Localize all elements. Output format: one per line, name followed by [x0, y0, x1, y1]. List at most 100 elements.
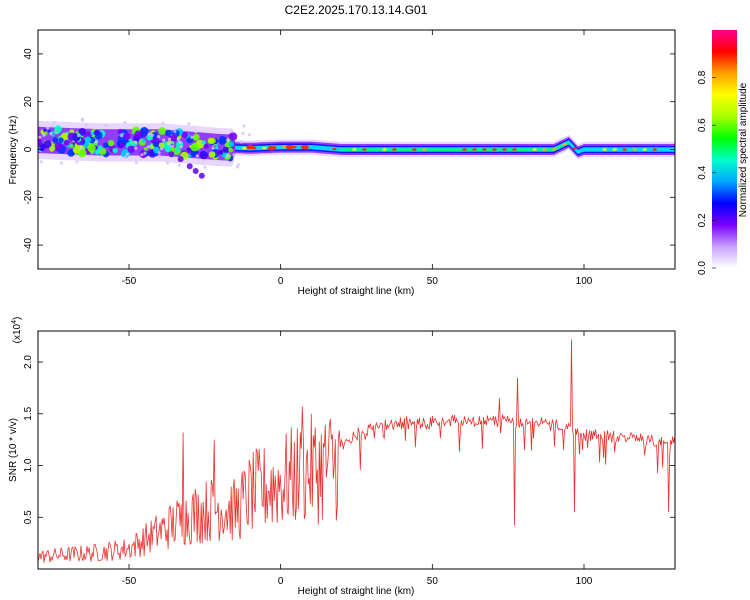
heatmap-hot-cell	[300, 144, 309, 150]
colorbar-ramp	[712, 30, 737, 268]
colorbar-tick-label: 0.2	[697, 213, 708, 227]
heatmap-hot-cell	[352, 148, 357, 151]
y-tick-label: -20	[23, 190, 34, 205]
x-tick-label: 50	[427, 576, 439, 587]
heatmap-hot-cell	[422, 148, 427, 151]
heatmap-cell	[228, 141, 235, 148]
heatmap-hot-cell	[642, 148, 647, 151]
heatmap-marks	[38, 117, 675, 179]
heatmap-cell	[48, 129, 51, 133]
heatmap-cell-faint	[49, 131, 53, 136]
heatmap-hot-cell	[482, 148, 487, 151]
heatmap-cell	[203, 143, 209, 149]
heatmap-cell-faint	[195, 154, 199, 158]
heatmap-panel: -50 0 50 100 -40 -20 0 20 40 Height of straight…	[8, 29, 676, 297]
y-tick-label: 40	[23, 48, 34, 60]
heatmap-cell-faint	[123, 155, 127, 159]
heatmap-cell	[215, 146, 219, 150]
heatmap-cell-faint	[140, 153, 144, 157]
heatmap-cell-faint	[179, 145, 183, 149]
heatmap-cell-faint	[46, 126, 50, 130]
heatmap-hot-cell	[412, 148, 417, 151]
heatmap-cell	[38, 137, 42, 144]
heatmap-hot-cell	[632, 148, 637, 151]
snr-y-axis-label: SNR (10 * v/v)	[8, 418, 19, 482]
snr-y-ticks: 0.5 1.0 1.5 2.0	[23, 355, 675, 524]
heatmap-cell-faint	[165, 161, 170, 165]
heatmap-cell	[158, 142, 165, 148]
heatmap-cell-faint	[226, 154, 230, 158]
heatmap-hot-cell	[246, 144, 255, 150]
heatmap-y-axis-label: Frequency (Hz)	[8, 116, 19, 185]
heatmap-branch-cell	[186, 163, 193, 170]
heatmap-cell	[97, 145, 103, 151]
heatmap-cell-faint	[156, 135, 161, 139]
heatmap-cell	[218, 149, 224, 155]
heatmap-cell	[119, 142, 124, 146]
heatmap-cell-faint	[120, 134, 124, 138]
snr-series-line	[38, 339, 675, 563]
heatmap-cell	[165, 129, 172, 137]
heatmap-cell	[43, 128, 47, 132]
colorbar: 0.0 0.2 0.4 0.6 0.8 Normalized spectral ampl…	[697, 30, 749, 275]
heatmap-cell	[117, 142, 121, 146]
heatmap-cell	[103, 142, 109, 148]
heatmap-cell-faint	[232, 153, 236, 157]
heatmap-cell-faint	[168, 142, 172, 146]
colorbar-label: Normalized spectral amplitude	[738, 82, 749, 217]
heatmap-cell-faint	[147, 132, 151, 136]
heatmap-cell	[143, 147, 148, 151]
heatmap-cell	[90, 132, 95, 136]
heatmap-cell-faint	[85, 123, 89, 127]
heatmap-cell-faint	[226, 138, 230, 142]
heatmap-cell-faint	[177, 163, 181, 167]
heatmap-cell	[49, 146, 55, 152]
heatmap-cell-faint	[150, 133, 154, 137]
x-tick-label: -50	[122, 576, 137, 587]
heatmap-hot-cell	[612, 148, 617, 151]
figure-title: C2E2.2025.170.13.14.G01	[285, 3, 428, 17]
heatmap-cell-faint	[160, 147, 164, 151]
heatmap-cell	[141, 139, 146, 143]
x-tick-label: 50	[427, 276, 439, 287]
snr-x-ticks: -50 0 50 100	[122, 331, 593, 587]
heatmap-cell-faint	[241, 131, 245, 136]
heatmap-cell-faint	[42, 133, 46, 137]
y-tick-label: 0.5	[23, 510, 34, 524]
heatmap-cell-faint	[167, 137, 172, 141]
heatmap-cell-faint	[194, 130, 198, 134]
heatmap-cell-faint	[161, 121, 165, 125]
heatmap-cell-faint	[170, 144, 174, 148]
heatmap-cell-faint	[75, 160, 79, 164]
heatmap-cell	[190, 143, 200, 152]
heatmap-hot-cell	[267, 146, 276, 151]
snr-y-scale-exp: 4	[11, 320, 18, 324]
colorbar-tick-label: 0.8	[697, 70, 708, 84]
snr-x-axis-label: Height of straight line (km)	[298, 586, 415, 597]
heatmap-hot-cell	[562, 143, 567, 146]
heatmap-cell	[54, 125, 62, 134]
heatmap-x-ticks: -50 0 50 100	[122, 30, 593, 287]
heatmap-hot-cell	[282, 145, 287, 149]
heatmap-cell-faint	[162, 138, 166, 142]
y-tick-label: -40	[23, 237, 34, 252]
heatmap-cell	[84, 136, 92, 143]
heatmap-cell-faint	[134, 160, 139, 165]
heatmap-hot-cell	[362, 148, 367, 151]
heatmap-cell-faint	[60, 161, 64, 165]
heatmap-x-axis-label: Height of straight line (km)	[298, 286, 415, 297]
heatmap-cell	[134, 130, 142, 138]
heatmap-hot-cell	[382, 148, 387, 151]
heatmap-cell	[70, 144, 74, 148]
heatmap-cell-faint	[203, 165, 207, 169]
colorbar-ticks: 0.0 0.2 0.4 0.6 0.8	[697, 70, 716, 275]
x-tick-label: 0	[278, 576, 284, 587]
colorbar-tick-label: 0.0	[697, 261, 708, 275]
heatmap-cell	[199, 150, 208, 160]
heatmap-branch-cell	[198, 172, 205, 179]
heatmap-cell	[192, 133, 200, 141]
heatmap-cell	[164, 144, 172, 153]
heatmap-cell	[43, 140, 52, 149]
heatmap-cell	[112, 147, 118, 154]
x-tick-label: 100	[576, 276, 593, 287]
